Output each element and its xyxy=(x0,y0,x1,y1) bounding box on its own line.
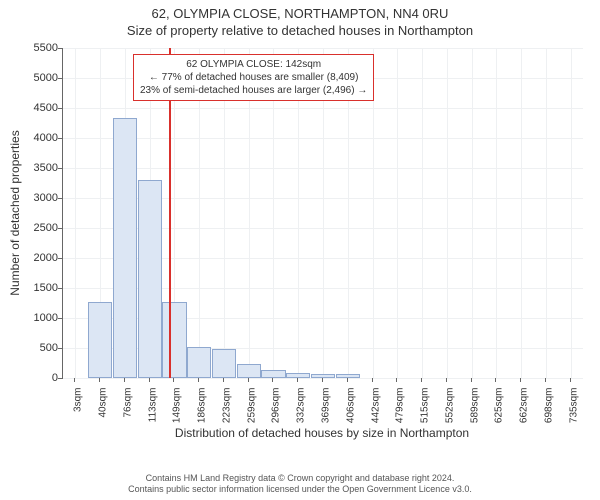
ytick-label: 3000 xyxy=(8,192,58,204)
annotation-line: ← 77% of detached houses are smaller (8,… xyxy=(140,71,367,84)
xtick-mark xyxy=(421,378,422,382)
ytick-mark xyxy=(58,228,62,229)
xtick-label: 113sqm xyxy=(147,388,158,438)
gridline-v xyxy=(472,48,473,378)
xtick-label: 369sqm xyxy=(321,388,332,438)
xtick-mark xyxy=(198,378,199,382)
xtick-mark xyxy=(570,378,571,382)
xtick-label: 223sqm xyxy=(221,388,232,438)
title-main: 62, OLYMPIA CLOSE, NORTHAMPTON, NN4 0RU xyxy=(0,0,600,21)
annotation-line: 23% of semi-detached houses are larger (… xyxy=(140,84,367,97)
ytick-label: 4500 xyxy=(8,102,58,114)
ytick-mark xyxy=(58,168,62,169)
xtick-mark xyxy=(173,378,174,382)
xtick-label: 332sqm xyxy=(296,388,307,438)
chart-area: Number of detached properties 62 OLYMPIA… xyxy=(0,38,600,440)
xtick-label: 40sqm xyxy=(98,388,109,438)
xtick-mark xyxy=(372,378,373,382)
histogram-bar xyxy=(212,349,236,378)
ytick-mark xyxy=(58,78,62,79)
xtick-label: 552sqm xyxy=(444,388,455,438)
histogram-bar xyxy=(237,364,261,378)
xtick-mark xyxy=(495,378,496,382)
gridline-v xyxy=(75,48,76,378)
footer-line-1: Contains HM Land Registry data © Crown c… xyxy=(0,473,600,485)
ytick-label: 3500 xyxy=(8,162,58,174)
xtick-label: 442sqm xyxy=(370,388,381,438)
ytick-mark xyxy=(58,138,62,139)
xtick-label: 186sqm xyxy=(197,388,208,438)
xtick-mark xyxy=(347,378,348,382)
xtick-mark xyxy=(297,378,298,382)
ytick-label: 5000 xyxy=(8,72,58,84)
ytick-label: 5500 xyxy=(8,42,58,54)
gridline-v xyxy=(496,48,497,378)
xtick-mark xyxy=(99,378,100,382)
footer-line-2: Contains public sector information licen… xyxy=(0,484,600,496)
xtick-mark xyxy=(74,378,75,382)
ytick-label: 1000 xyxy=(8,312,58,324)
xtick-mark xyxy=(149,378,150,382)
xtick-label: 76sqm xyxy=(122,388,133,438)
xtick-mark xyxy=(322,378,323,382)
xtick-label: 662sqm xyxy=(519,388,530,438)
plot-region: 62 OLYMPIA CLOSE: 142sqm← 77% of detache… xyxy=(62,48,583,379)
xtick-mark xyxy=(248,378,249,382)
xtick-label: 515sqm xyxy=(420,388,431,438)
ytick-mark xyxy=(58,318,62,319)
gridline-v xyxy=(546,48,547,378)
title-sub: Size of property relative to detached ho… xyxy=(0,21,600,38)
histogram-bar xyxy=(113,118,137,378)
xtick-label: 406sqm xyxy=(345,388,356,438)
histogram-bar xyxy=(162,302,186,378)
ytick-mark xyxy=(58,288,62,289)
ytick-label: 0 xyxy=(8,372,58,384)
xtick-label: 296sqm xyxy=(271,388,282,438)
histogram-bar xyxy=(187,347,211,378)
xtick-label: 479sqm xyxy=(395,388,406,438)
xtick-mark xyxy=(520,378,521,382)
ytick-mark xyxy=(58,378,62,379)
xtick-label: 589sqm xyxy=(469,388,480,438)
ytick-mark xyxy=(58,108,62,109)
xtick-mark xyxy=(446,378,447,382)
ytick-label: 4000 xyxy=(8,132,58,144)
histogram-bar xyxy=(336,374,360,378)
ytick-mark xyxy=(58,48,62,49)
annotation-line: 62 OLYMPIA CLOSE: 142sqm xyxy=(140,58,367,71)
ytick-label: 2000 xyxy=(8,252,58,264)
xtick-label: 259sqm xyxy=(246,388,257,438)
ytick-mark xyxy=(58,258,62,259)
histogram-bar xyxy=(138,180,162,378)
xtick-mark xyxy=(471,378,472,382)
ytick-label: 1500 xyxy=(8,282,58,294)
xtick-mark xyxy=(124,378,125,382)
annotation-box: 62 OLYMPIA CLOSE: 142sqm← 77% of detache… xyxy=(133,54,374,101)
xtick-mark xyxy=(396,378,397,382)
gridline-v xyxy=(521,48,522,378)
xtick-label: 735sqm xyxy=(568,388,579,438)
ytick-mark xyxy=(58,348,62,349)
xtick-mark xyxy=(545,378,546,382)
xtick-label: 149sqm xyxy=(172,388,183,438)
xtick-label: 698sqm xyxy=(543,388,554,438)
footer-attribution: Contains HM Land Registry data © Crown c… xyxy=(0,473,600,496)
gridline-v xyxy=(447,48,448,378)
xtick-label: 625sqm xyxy=(494,388,505,438)
histogram-bar xyxy=(261,370,285,378)
gridline-v xyxy=(397,48,398,378)
ytick-label: 2500 xyxy=(8,222,58,234)
gridline-v xyxy=(571,48,572,378)
gridline-v xyxy=(422,48,423,378)
ytick-label: 500 xyxy=(8,342,58,354)
xtick-mark xyxy=(272,378,273,382)
y-axis-label: Number of detached properties xyxy=(8,48,22,378)
xtick-label: 3sqm xyxy=(73,388,84,438)
xtick-mark xyxy=(223,378,224,382)
ytick-mark xyxy=(58,198,62,199)
histogram-bar xyxy=(88,302,112,378)
gridline-h xyxy=(63,378,583,379)
